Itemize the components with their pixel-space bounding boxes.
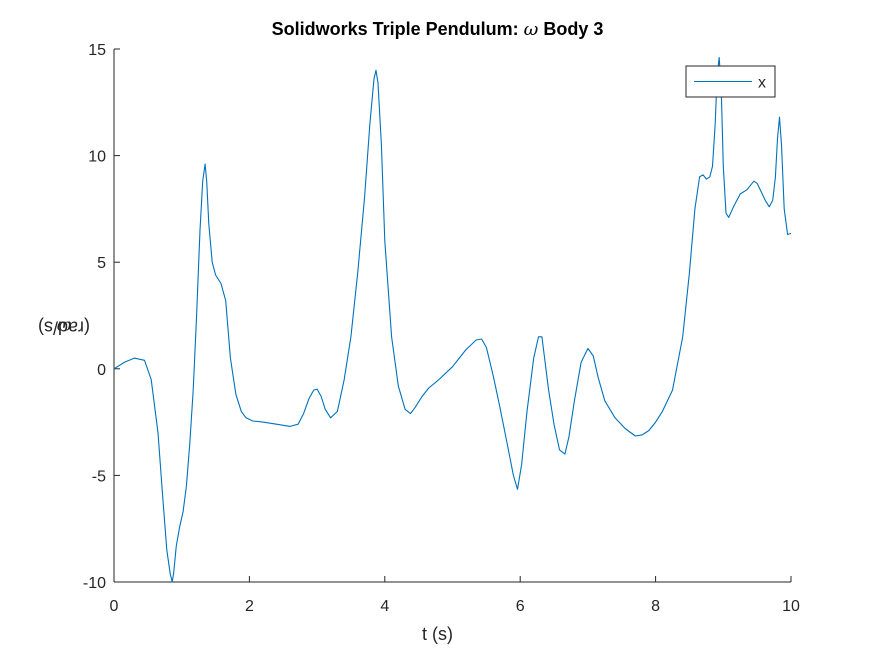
y-tick-label: 15 xyxy=(88,42,106,59)
y-tick-label: 0 xyxy=(97,362,106,379)
x-axis-label: t (s) xyxy=(422,624,453,644)
y-tick-label: 10 xyxy=(88,149,106,166)
axis-ticks: 0 2 4 6 8 10 -10 -5 0 5 10 15 xyxy=(83,42,800,615)
axes-box xyxy=(113,49,791,583)
x-tick-label: 2 xyxy=(245,598,254,615)
chart-title-text: Solidworks Triple Pendulum: xyxy=(271,19,524,39)
y-tick-label: -5 xyxy=(92,468,106,485)
y-tick-label: 5 xyxy=(97,255,106,272)
plot-area xyxy=(114,49,791,582)
legend: x xyxy=(685,65,776,98)
x-tick-label: 6 xyxy=(516,598,525,615)
x-tick-label: 4 xyxy=(380,598,389,615)
chart-title-symbol: ω xyxy=(523,19,539,40)
chart-title: Solidworks Triple Pendulum: ω Body 3 xyxy=(0,19,875,40)
x-tick-label: 10 xyxy=(782,598,800,615)
y-axis-label-text: (rad/s) xyxy=(37,317,91,338)
y-tick-label: -10 xyxy=(83,575,106,592)
chart-title-suffix: Body 3 xyxy=(538,19,604,39)
x-tick-label: 0 xyxy=(110,598,119,615)
x-tick-label: 8 xyxy=(651,598,660,615)
legend-label: x xyxy=(758,75,766,92)
